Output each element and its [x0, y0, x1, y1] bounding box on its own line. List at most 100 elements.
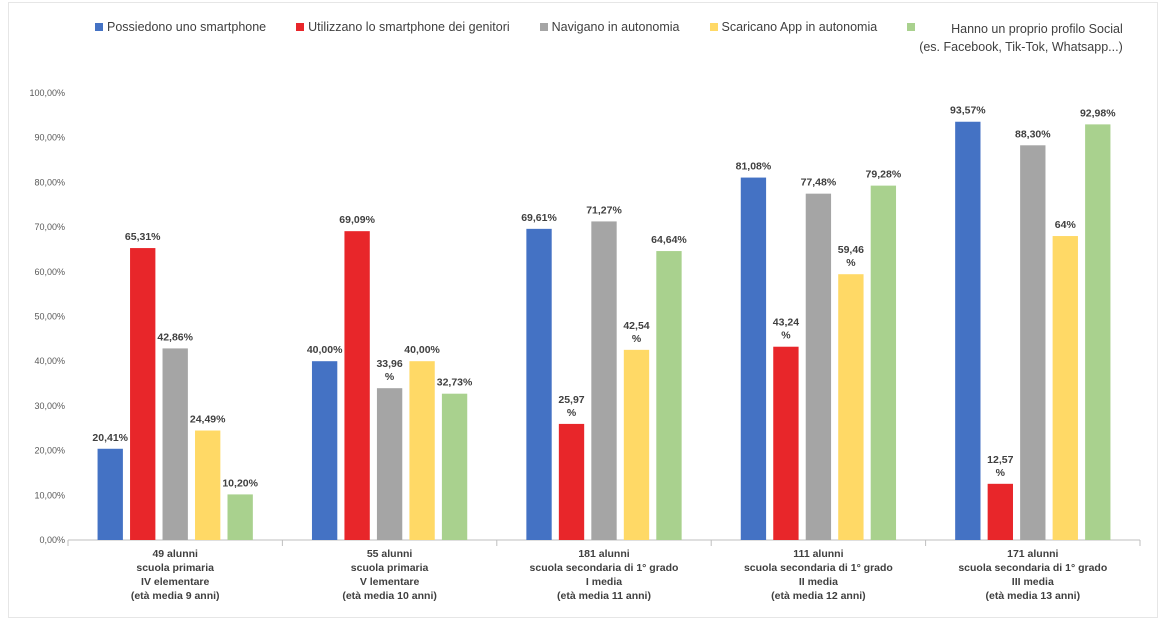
- legend-item-genitori: Utilizzano lo smartphone dei genitori: [296, 20, 510, 34]
- legend-swatch-navigano: [539, 23, 548, 31]
- bar: [838, 274, 864, 540]
- data-label: 59,46: [838, 244, 864, 256]
- y-tick-label: 90,00%: [34, 133, 65, 143]
- legend-item-navigano: Navigano in autonomia: [539, 20, 680, 34]
- bar: [344, 231, 370, 540]
- bar: [558, 423, 585, 540]
- data-label: %: [996, 467, 1006, 479]
- x-category-label: scuola primaria: [136, 562, 214, 574]
- data-label: 69,61%: [521, 212, 557, 224]
- legend: Possiedono uno smartphone Utilizzano lo …: [95, 20, 1123, 56]
- bar: [1052, 236, 1078, 541]
- bar: [376, 388, 403, 540]
- legend-label-smartphone: Possiedono uno smartphone: [107, 20, 267, 34]
- bar: [195, 430, 221, 540]
- x-category-label: III media: [1012, 576, 1054, 588]
- y-tick-label: 60,00%: [34, 267, 65, 277]
- legend-item-app: Scaricano App in autonomia: [709, 20, 878, 34]
- bar: [1085, 124, 1111, 541]
- x-category-label: 111 alunni: [793, 548, 843, 560]
- bar: [955, 121, 981, 541]
- data-label: %: [846, 257, 856, 269]
- data-label: 33,96: [376, 358, 402, 370]
- bar: [409, 361, 435, 540]
- legend-label-social: Hanno un proprio profilo Social: [951, 22, 1123, 36]
- data-label: 71,27%: [586, 204, 622, 216]
- x-category-label: (età media 11 anni): [557, 590, 651, 602]
- legend-label-social-examples: (es. Facebook, Tik-Tok, Whatsapp...): [919, 40, 1123, 54]
- x-category-label: I media: [586, 576, 622, 588]
- bar: [870, 185, 897, 540]
- legend-swatch-smartphone: [95, 23, 103, 31]
- legend-item-smartphone: Possiedono uno smartphone: [95, 20, 266, 34]
- data-label: 81,08%: [736, 161, 772, 173]
- bar: [805, 193, 832, 540]
- data-label: 92,98%: [1080, 107, 1116, 119]
- data-label: 64,64%: [651, 234, 687, 246]
- data-label: 43,24: [773, 317, 799, 329]
- bar: [987, 483, 1013, 540]
- bar: [526, 228, 552, 540]
- legend-swatch-app: [709, 23, 718, 31]
- x-category-label: scuola secondaria di 1° grado: [530, 562, 679, 574]
- data-label: 65,31%: [125, 231, 161, 243]
- y-tick-label: 30,00%: [34, 401, 65, 411]
- data-label: 40,00%: [404, 344, 440, 356]
- legend-item-social: Hanno un proprio profilo Social (es. Fac…: [907, 20, 1123, 56]
- bar: [623, 349, 650, 540]
- x-category-label: 171 alunni: [1007, 548, 1058, 560]
- x-category-label: 181 alunni: [578, 548, 629, 560]
- x-category-label: (età media 13 anni): [986, 590, 1081, 602]
- bar: [740, 177, 767, 541]
- data-label: 64%: [1055, 219, 1077, 231]
- bar: [130, 248, 156, 540]
- y-tick-label: 100,00%: [29, 88, 65, 98]
- data-label: 24,49%: [190, 414, 226, 426]
- data-label: 32,73%: [437, 377, 473, 389]
- data-label: 79,28%: [866, 169, 902, 181]
- x-category-label: 55 alunni: [367, 548, 413, 560]
- y-tick-label: 0,00%: [39, 535, 65, 545]
- y-tick-label: 70,00%: [34, 222, 65, 232]
- y-tick-label: 80,00%: [34, 177, 65, 187]
- bar: [311, 361, 338, 540]
- bar: [227, 494, 253, 540]
- data-label: %: [781, 330, 791, 342]
- data-label: 88,30%: [1015, 128, 1051, 140]
- bar: [441, 393, 468, 540]
- x-category-label: V lementare: [360, 576, 420, 588]
- y-tick-label: 50,00%: [34, 312, 65, 322]
- x-category-label: scuola primaria: [351, 562, 429, 574]
- x-category-label: (età media 9 anni): [131, 590, 220, 602]
- bar: [97, 448, 123, 540]
- legend-label-social-block: Hanno un proprio profilo Social (es. Fac…: [919, 20, 1123, 56]
- data-label: 10,20%: [222, 477, 258, 489]
- data-label: 69,09%: [339, 214, 375, 226]
- x-category-label: II media: [799, 576, 838, 588]
- data-label: %: [632, 333, 642, 345]
- legend-label-app: Scaricano App in autonomia: [721, 20, 878, 34]
- data-label: 12,57: [987, 454, 1013, 466]
- x-category-label: (età media 12 anni): [771, 590, 866, 602]
- data-label: %: [385, 371, 395, 383]
- legend-label-navigano: Navigano in autonomia: [551, 20, 680, 34]
- data-label: 77,48%: [801, 177, 837, 189]
- x-category-label: (età media 10 anni): [342, 590, 437, 602]
- x-category-label: scuola secondaria di 1° grado: [744, 562, 893, 574]
- y-tick-label: 10,00%: [34, 490, 65, 500]
- x-category-label: scuola secondaria di 1° grado: [958, 562, 1107, 574]
- bar: [1020, 145, 1046, 540]
- data-label: 40,00%: [307, 344, 343, 356]
- bar: [656, 251, 682, 540]
- y-tick-label: 20,00%: [34, 446, 65, 456]
- data-label: 42,86%: [157, 331, 193, 343]
- data-label: 93,57%: [950, 105, 986, 117]
- bar: [591, 221, 617, 540]
- chart-frame: [8, 2, 1158, 618]
- legend-swatch-social: [907, 23, 916, 31]
- data-label: 42,54: [623, 320, 649, 332]
- legend-swatch-genitori: [296, 23, 305, 31]
- data-label: 20,41%: [92, 432, 128, 444]
